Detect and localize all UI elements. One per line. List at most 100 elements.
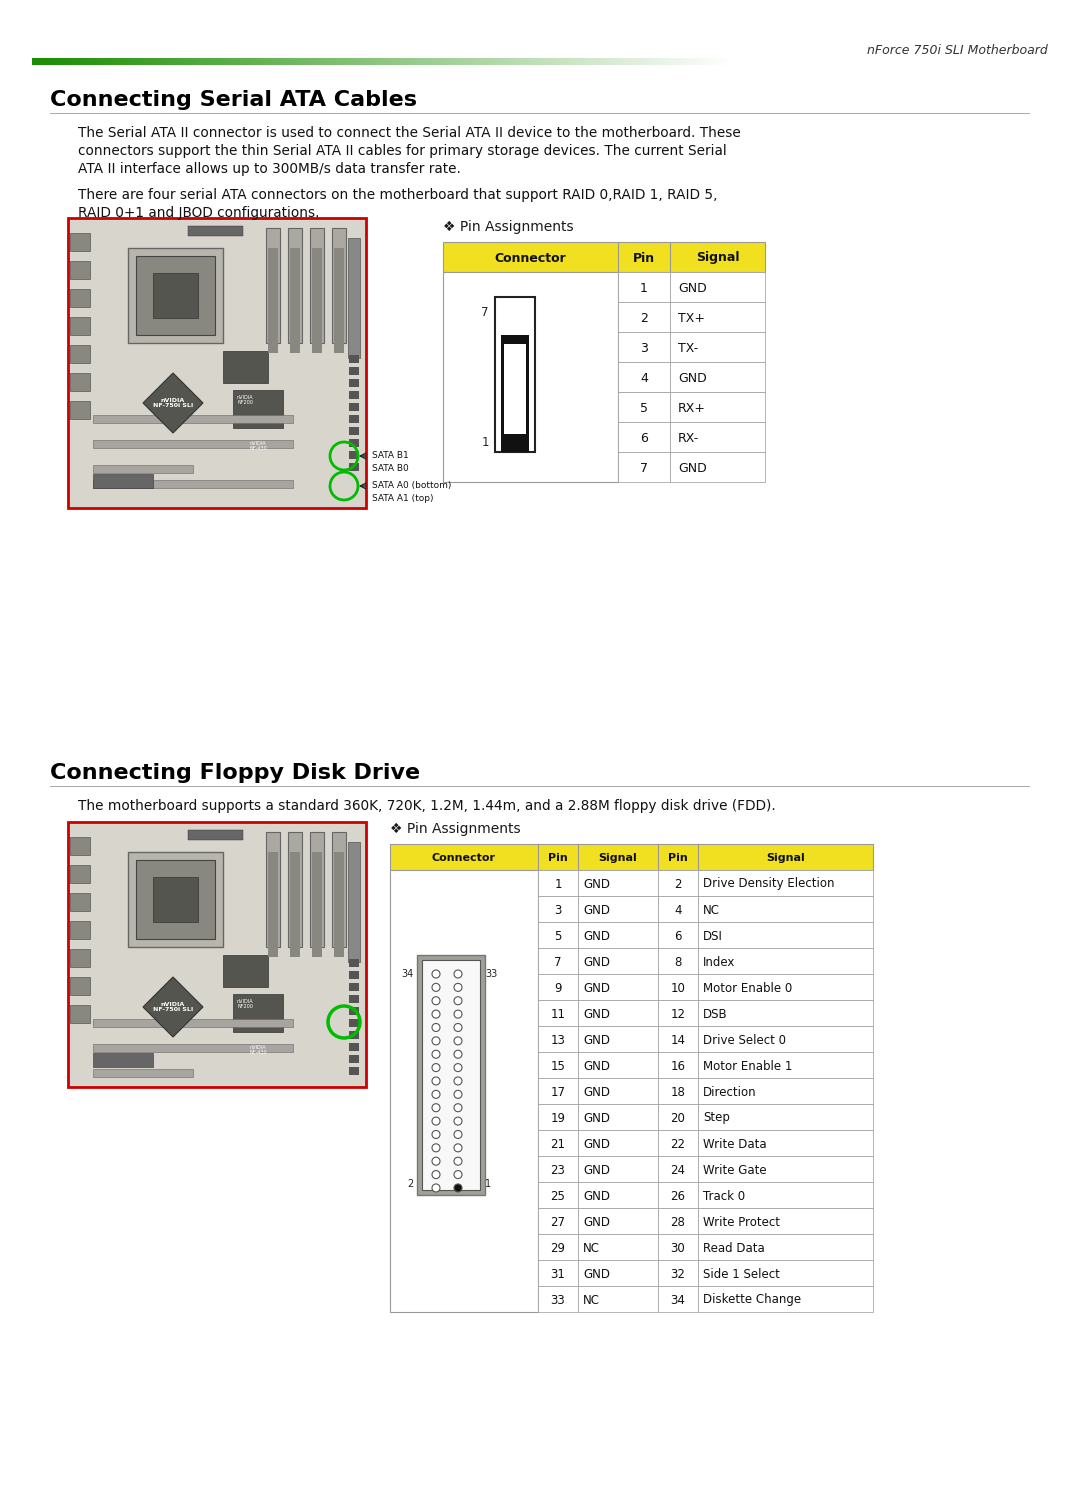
Circle shape [454,1171,462,1179]
Text: 15: 15 [551,1059,566,1073]
Bar [266,228,280,343]
Bar [658,1052,698,1077]
Bar [93,474,153,488]
Bar [658,1130,698,1156]
Circle shape [432,1077,440,1085]
Bar [70,317,90,335]
Bar [670,422,765,452]
Text: GND: GND [583,1138,610,1150]
Bar [670,332,765,363]
Bar [658,1234,698,1260]
Bar [349,972,359,979]
Text: 27: 27 [551,1215,566,1228]
Bar [349,984,359,991]
Bar [658,975,698,1000]
Text: 29: 29 [551,1242,566,1254]
Text: Direction: Direction [703,1085,757,1098]
Bar [698,845,873,870]
Text: 4: 4 [640,372,648,384]
Bar [578,1052,658,1077]
Bar [291,852,300,956]
Bar [390,870,538,1312]
Bar [698,947,873,975]
Text: Write Gate: Write Gate [703,1163,767,1177]
Text: 2: 2 [640,311,648,325]
Text: Write Data: Write Data [703,1138,767,1150]
Bar [188,227,243,236]
Text: DSB: DSB [703,1008,728,1020]
Bar [70,1005,90,1023]
Text: 2: 2 [408,1179,414,1189]
Text: 9: 9 [554,982,562,994]
Bar [698,1000,873,1026]
Text: Drive Density Election: Drive Density Election [703,878,835,890]
Bar [312,852,322,956]
Bar [538,1182,578,1207]
Circle shape [454,1117,462,1126]
Bar [349,1018,359,1027]
Text: TX+: TX+ [678,311,705,325]
Bar [578,1077,658,1105]
Circle shape [454,1103,462,1112]
Bar [658,1182,698,1207]
Bar [658,1077,698,1105]
Text: RX+: RX+ [678,402,706,414]
Bar [538,1026,578,1052]
Bar [698,1156,873,1182]
Text: Signal: Signal [598,854,637,863]
Bar [349,1055,359,1064]
Bar [670,363,765,391]
Text: GND: GND [583,955,610,969]
Text: 30: 30 [671,1242,686,1254]
Text: Index: Index [703,955,735,969]
Text: 6: 6 [674,929,681,943]
Bar [538,1077,578,1105]
Text: 5: 5 [640,402,648,414]
Bar [578,1286,658,1312]
Text: GND: GND [583,1268,610,1280]
Text: 7: 7 [640,461,648,474]
Text: 5: 5 [554,929,562,943]
Circle shape [432,1091,440,1098]
Bar [698,1234,873,1260]
Circle shape [454,997,462,1005]
Text: GND: GND [583,929,610,943]
Bar [698,870,873,896]
Text: 3: 3 [640,341,648,355]
Text: RX-: RX- [678,432,699,444]
Bar [538,975,578,1000]
Bar [658,896,698,922]
Text: Diskette Change: Diskette Change [703,1293,801,1307]
Bar [349,1031,359,1040]
Bar [698,1052,873,1077]
Bar [698,1026,873,1052]
Text: nVIDIA
NF200: nVIDIA NF200 [237,394,254,405]
Bar [698,1130,873,1156]
Text: nVIDIA
NF200: nVIDIA NF200 [237,999,254,1009]
Bar [698,922,873,947]
Bar [349,391,359,399]
Text: 18: 18 [671,1085,686,1098]
Bar [578,1105,658,1130]
Bar [70,978,90,996]
Text: GND: GND [583,904,610,917]
Text: nVIDIA
NF-430: nVIDIA NF-430 [249,441,267,452]
Bar [233,994,283,1032]
Bar [288,228,302,343]
Bar [136,860,215,938]
Circle shape [432,1117,440,1126]
Text: The Serial ATA II connector is used to connect the Serial ATA II device to the m: The Serial ATA II connector is used to c… [78,125,741,141]
Text: 7: 7 [482,305,489,319]
Bar [68,218,366,508]
Text: Write Protect: Write Protect [703,1215,780,1228]
Bar [698,1182,873,1207]
Bar [422,959,480,1191]
Bar [68,822,366,1086]
Bar [349,996,359,1003]
Bar [578,1130,658,1156]
Bar [538,947,578,975]
Text: 26: 26 [671,1189,686,1203]
Bar [578,1207,658,1234]
Circle shape [432,1144,440,1151]
Text: 21: 21 [551,1138,566,1150]
